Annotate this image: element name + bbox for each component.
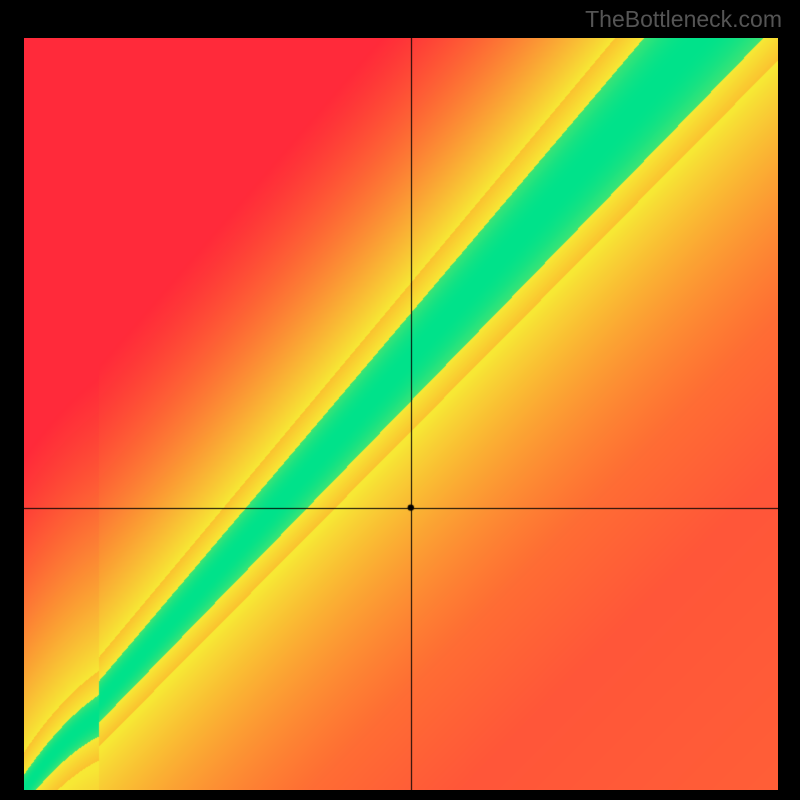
watermark-text: TheBottleneck.com [585, 6, 782, 33]
bottleneck-heatmap [24, 38, 778, 790]
